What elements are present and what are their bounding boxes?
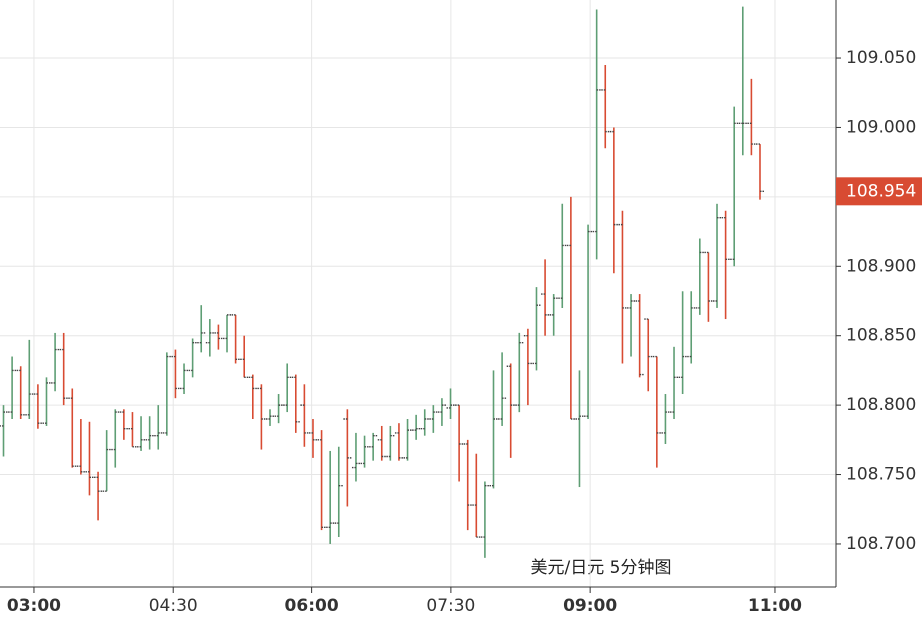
y-tick-label: 109.000 [846,117,916,137]
x-tick-label: 07:30 [426,596,475,616]
x-tick-label: 06:00 [285,596,339,616]
x-tick-label: 03:00 [7,596,61,616]
chart-title: 美元/日元 5分钟图 [531,558,672,578]
y-tick-label: 108.800 [846,395,916,415]
last-price-label: 108.954 [846,181,916,201]
y-tick-label: 108.700 [846,534,916,554]
y-tick-label: 108.850 [846,326,916,346]
x-tick-label: 04:30 [149,596,198,616]
last-price-box [836,177,922,206]
x-tick-label: 11:00 [748,596,802,616]
y-tick-label: 109.050 [846,48,916,68]
y-tick-label: 108.900 [846,256,916,276]
x-tick-label: 09:00 [563,596,617,616]
y-tick-label: 108.750 [846,465,916,485]
